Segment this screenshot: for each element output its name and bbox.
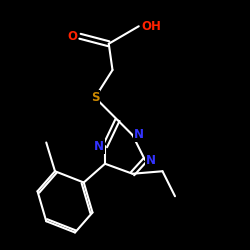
- Text: O: O: [68, 30, 78, 43]
- Text: S: S: [91, 91, 99, 104]
- Text: N: N: [94, 140, 104, 153]
- Text: N: N: [134, 128, 144, 141]
- Text: N: N: [146, 154, 156, 166]
- Text: OH: OH: [141, 20, 161, 33]
